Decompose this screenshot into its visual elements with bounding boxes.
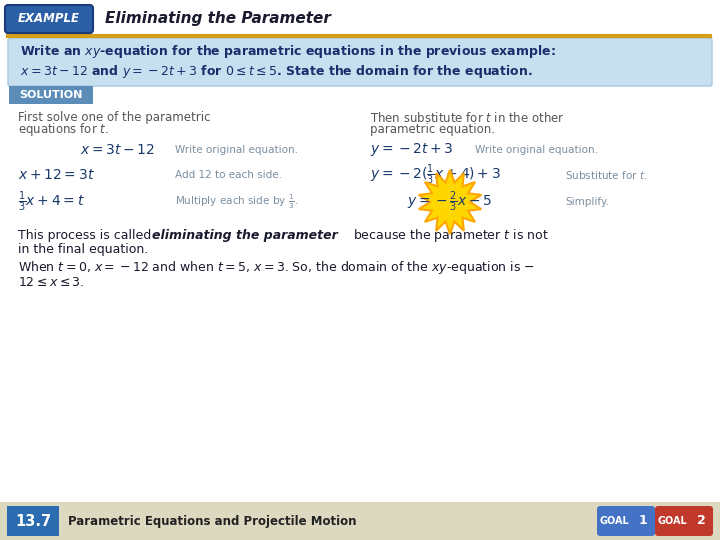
- Text: Write an $xy$-equation for the parametric equations in the previous example:: Write an $xy$-equation for the parametri…: [20, 44, 556, 60]
- Text: $x=3t-12$: $x=3t-12$: [80, 143, 155, 157]
- Polygon shape: [419, 170, 481, 234]
- Text: $y=-2(\frac{1}{3}x+4)+3$: $y=-2(\frac{1}{3}x+4)+3$: [370, 163, 501, 187]
- Text: This process is called: This process is called: [18, 228, 156, 241]
- Text: $y=-\frac{2}{3}x-5$: $y=-\frac{2}{3}x-5$: [408, 190, 492, 214]
- Text: Eliminating the Parameter: Eliminating the Parameter: [105, 11, 331, 26]
- Text: Then substitute for $t$ in the other: Then substitute for $t$ in the other: [370, 111, 564, 125]
- FancyBboxPatch shape: [0, 502, 720, 540]
- Text: GOAL: GOAL: [657, 516, 687, 526]
- FancyBboxPatch shape: [7, 506, 59, 536]
- Text: GOAL: GOAL: [599, 516, 629, 526]
- Text: Write original equation.: Write original equation.: [175, 145, 298, 155]
- Text: 1: 1: [639, 515, 647, 528]
- Text: EXAMPLE: EXAMPLE: [18, 12, 80, 25]
- FancyBboxPatch shape: [8, 38, 712, 86]
- Text: First solve one of the parametric: First solve one of the parametric: [18, 111, 210, 125]
- Text: Substitute for $t$.: Substitute for $t$.: [565, 169, 647, 181]
- Text: $x=3t-12$ and $y=-2t+3$ for $0\leq t\leq 5$. State the domain for the equation.: $x=3t-12$ and $y=-2t+3$ for $0\leq t\leq…: [20, 64, 533, 80]
- Text: $\frac{1}{3}x+4=t$: $\frac{1}{3}x+4=t$: [18, 190, 85, 214]
- Text: Multiply each side by $\frac{1}{3}$.: Multiply each side by $\frac{1}{3}$.: [175, 193, 298, 211]
- FancyBboxPatch shape: [9, 86, 93, 104]
- Text: $y=-2t+3$: $y=-2t+3$: [370, 141, 454, 159]
- FancyBboxPatch shape: [597, 506, 655, 536]
- Text: $12\leq x\leq 3$.: $12\leq x\leq 3$.: [18, 275, 84, 288]
- FancyBboxPatch shape: [5, 5, 93, 33]
- Text: because the parameter $t$ is not: because the parameter $t$ is not: [353, 226, 549, 244]
- Text: Simplify.: Simplify.: [565, 197, 609, 207]
- Text: Write original equation.: Write original equation.: [475, 145, 598, 155]
- Text: 2: 2: [697, 515, 706, 528]
- Text: SOLUTION: SOLUTION: [19, 90, 83, 100]
- Text: 13.7: 13.7: [15, 514, 51, 529]
- Text: Parametric Equations and Projectile Motion: Parametric Equations and Projectile Moti…: [68, 515, 356, 528]
- Text: When $t=0$, $x=-12$ and when $t=5$, $x=3$. So, the domain of the $xy$-equation i: When $t=0$, $x=-12$ and when $t=5$, $x=3…: [18, 260, 535, 276]
- Text: $x+12=3t$: $x+12=3t$: [18, 168, 95, 182]
- Text: eliminating the parameter: eliminating the parameter: [152, 228, 338, 241]
- Text: parametric equation.: parametric equation.: [370, 124, 495, 137]
- Text: Add 12 to each side.: Add 12 to each side.: [175, 170, 282, 180]
- FancyBboxPatch shape: [655, 506, 713, 536]
- Text: equations for $t$.: equations for $t$.: [18, 122, 109, 138]
- Text: in the final equation.: in the final equation.: [18, 242, 148, 255]
